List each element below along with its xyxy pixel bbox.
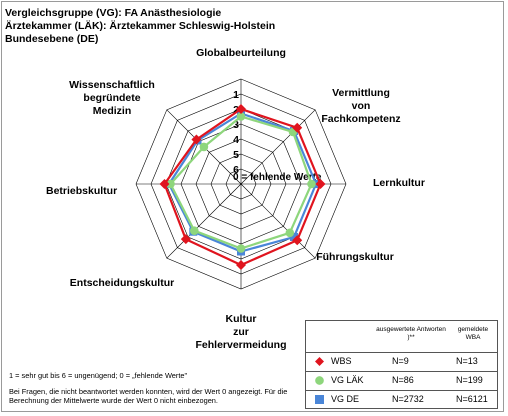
- axis-label: Fehlervermeidung: [195, 339, 286, 351]
- legend-n-answers: N=2732: [392, 394, 424, 404]
- legend-head-reported: gemeldete WBA: [457, 326, 489, 341]
- axis-label: Betriebskultur: [46, 185, 117, 197]
- point-wbs: [180, 234, 191, 245]
- grid-spoke: [240, 109, 316, 185]
- point-vg-laek: [166, 179, 175, 189]
- point-vg-laek: [236, 244, 246, 253]
- scale-tick-label: 4: [233, 134, 239, 146]
- point-vg-laek: [236, 112, 246, 121]
- axis-label: Globalbeurteilung: [196, 47, 286, 59]
- legend-n-answers: N=86: [392, 375, 414, 385]
- scale-footnote: 1 = sehr gut bis 6 = ungenügend; 0 = „fe…: [9, 371, 188, 380]
- axis-label: von: [352, 100, 371, 112]
- legend-label: VG DE: [331, 394, 360, 404]
- axis-label: zur: [233, 326, 249, 338]
- point-vg-laek: [199, 142, 209, 152]
- scale-tick-label: 5: [233, 149, 239, 161]
- legend-table: ausgewertete Antworten )** gemeldete WBA…: [305, 320, 498, 409]
- header-federal-line: Bundesebene (DE): [5, 33, 99, 45]
- scale-tick-label: 3: [233, 119, 239, 131]
- point-vg-laek: [190, 226, 199, 235]
- point-wbs: [292, 122, 303, 133]
- axis-label: Vermittlung: [332, 87, 390, 99]
- legend-label: VG LÄK: [331, 375, 364, 385]
- point-wbs: [159, 179, 170, 189]
- axis-label: Wissenschaftlich: [69, 79, 155, 91]
- point-vg-de: [290, 233, 298, 241]
- legend-row-wbs: WBS N=9 N=13: [306, 352, 497, 370]
- point-vg-laek: [285, 228, 295, 238]
- point-wbs: [191, 134, 202, 145]
- blue-square-marker: [315, 395, 324, 404]
- legend-n-reported: N=6121: [456, 394, 488, 404]
- axis-label: begründete: [83, 92, 140, 104]
- point-wbs: [292, 235, 303, 246]
- legend-n-answers: N=9: [392, 356, 409, 366]
- zero-label: 0 = fehlende Werte: [233, 172, 322, 183]
- scale-tick-label: 2: [233, 104, 239, 116]
- red-diamond-marker: [315, 357, 324, 366]
- legend-head-answers: ausgewertete Antworten )**: [376, 326, 446, 341]
- axis-label: Medizin: [93, 105, 132, 117]
- legend-label: WBS: [331, 356, 352, 366]
- scale-tick-label: 6: [233, 164, 239, 176]
- note-line-2: Berechnung der Mittelwerte wurde der Wer…: [9, 396, 218, 405]
- legend-n-reported: N=199: [456, 375, 483, 385]
- point-wbs: [236, 104, 246, 114]
- point-wbs: [315, 179, 326, 189]
- axis-label: Lernkultur: [373, 177, 425, 189]
- header-chamber-line: Ärztekammer (LÄK): Ärztekammer Schleswig…: [5, 20, 276, 32]
- grid-spoke: [240, 183, 316, 259]
- header-group-line: Vergleichsgruppe (VG): FA Anästhesiologi…: [5, 7, 222, 19]
- axis-label: Entscheidungskultur: [70, 277, 174, 289]
- legend-n-reported: N=13: [456, 356, 478, 366]
- axis-label: Fachkompetenz: [321, 113, 400, 125]
- scale-tick-label: 1: [233, 89, 239, 101]
- legend-row-vg-laek: VG LÄK N=86 N=199: [306, 371, 497, 389]
- point-vg-laek: [307, 179, 316, 189]
- grid-spoke: [166, 183, 242, 259]
- point-wbs: [236, 260, 246, 270]
- axis-label: Kultur: [226, 313, 257, 325]
- green-circle-marker: [315, 376, 324, 385]
- legend-row-vg-de: VG DE N=2732 N=6121: [306, 390, 497, 408]
- axis-label: Führungskultur: [316, 251, 394, 263]
- note-line-1: Bei Fragen, die nicht beantwortet werden…: [9, 387, 288, 396]
